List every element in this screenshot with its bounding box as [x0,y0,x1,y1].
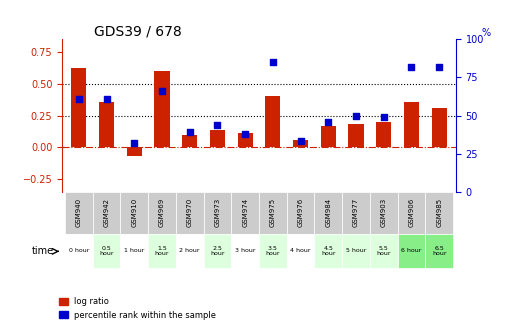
FancyBboxPatch shape [176,234,204,268]
FancyBboxPatch shape [93,192,120,234]
Point [324,119,333,124]
Text: GSM977: GSM977 [353,198,359,228]
Text: 0 hour: 0 hour [68,249,89,253]
Text: GSM910: GSM910 [131,198,137,228]
Point [269,60,277,65]
Text: GSM973: GSM973 [214,198,221,228]
Point [130,140,138,146]
Bar [321,126,336,147]
Point [158,89,166,94]
Text: GSM985: GSM985 [436,198,442,227]
FancyBboxPatch shape [93,234,120,268]
Text: 2.5
hour: 2.5 hour [210,246,225,256]
FancyBboxPatch shape [231,192,259,234]
FancyBboxPatch shape [148,234,176,268]
FancyBboxPatch shape [120,234,148,268]
Text: 3.5
hour: 3.5 hour [266,246,280,256]
FancyBboxPatch shape [259,192,287,234]
FancyBboxPatch shape [259,234,287,268]
FancyBboxPatch shape [370,234,398,268]
Text: GSM906: GSM906 [409,198,414,228]
Point [241,131,249,136]
Bar [293,140,308,147]
Text: %: % [481,28,491,38]
Point [296,139,305,144]
Point [185,130,194,135]
FancyBboxPatch shape [370,192,398,234]
Text: GSM974: GSM974 [242,198,248,227]
FancyBboxPatch shape [120,192,148,234]
Text: GSM970: GSM970 [186,198,193,228]
Text: GDS39 / 678: GDS39 / 678 [94,24,181,38]
Bar [404,102,419,147]
Text: 6 hour: 6 hour [401,249,422,253]
FancyBboxPatch shape [176,192,204,234]
FancyBboxPatch shape [342,192,370,234]
Bar [182,135,197,147]
Text: GSM984: GSM984 [325,198,332,227]
Text: GSM942: GSM942 [104,198,109,227]
FancyBboxPatch shape [398,234,425,268]
Bar [376,122,392,147]
Text: 1.5
hour: 1.5 hour [155,246,169,256]
Bar [265,96,280,147]
Text: 4.5
hour: 4.5 hour [321,246,336,256]
Bar [154,71,169,147]
Point [380,114,388,120]
Text: GSM969: GSM969 [159,198,165,228]
Text: 4 hour: 4 hour [290,249,311,253]
Point [213,122,222,127]
FancyBboxPatch shape [148,192,176,234]
Bar [349,125,364,147]
Text: GSM976: GSM976 [297,198,304,228]
Point [435,64,443,69]
Text: 6.5
hour: 6.5 hour [432,246,447,256]
Text: time: time [32,246,54,256]
Text: GSM975: GSM975 [270,198,276,227]
Bar [126,147,142,156]
Bar [210,129,225,147]
FancyBboxPatch shape [342,234,370,268]
Text: 0.5
hour: 0.5 hour [99,246,114,256]
Bar [71,68,87,147]
FancyBboxPatch shape [287,192,314,234]
FancyBboxPatch shape [65,192,93,234]
FancyBboxPatch shape [314,192,342,234]
Text: 2 hour: 2 hour [179,249,200,253]
FancyBboxPatch shape [231,234,259,268]
FancyBboxPatch shape [314,234,342,268]
Point [407,64,415,69]
Bar [431,108,447,147]
FancyBboxPatch shape [425,192,453,234]
FancyBboxPatch shape [65,234,93,268]
Text: GSM940: GSM940 [76,198,82,227]
Point [103,96,111,101]
Point [352,113,360,118]
Text: GSM903: GSM903 [381,198,387,228]
Point [75,96,83,101]
Text: 3 hour: 3 hour [235,249,255,253]
Text: 5.5
hour: 5.5 hour [377,246,391,256]
FancyBboxPatch shape [425,234,453,268]
Text: 5 hour: 5 hour [346,249,366,253]
Bar [238,133,253,147]
FancyBboxPatch shape [204,234,231,268]
Text: 1 hour: 1 hour [124,249,145,253]
Bar [99,102,114,147]
Legend: log ratio, percentile rank within the sample: log ratio, percentile rank within the sa… [56,294,220,323]
FancyBboxPatch shape [204,192,231,234]
FancyBboxPatch shape [398,192,425,234]
FancyBboxPatch shape [287,234,314,268]
